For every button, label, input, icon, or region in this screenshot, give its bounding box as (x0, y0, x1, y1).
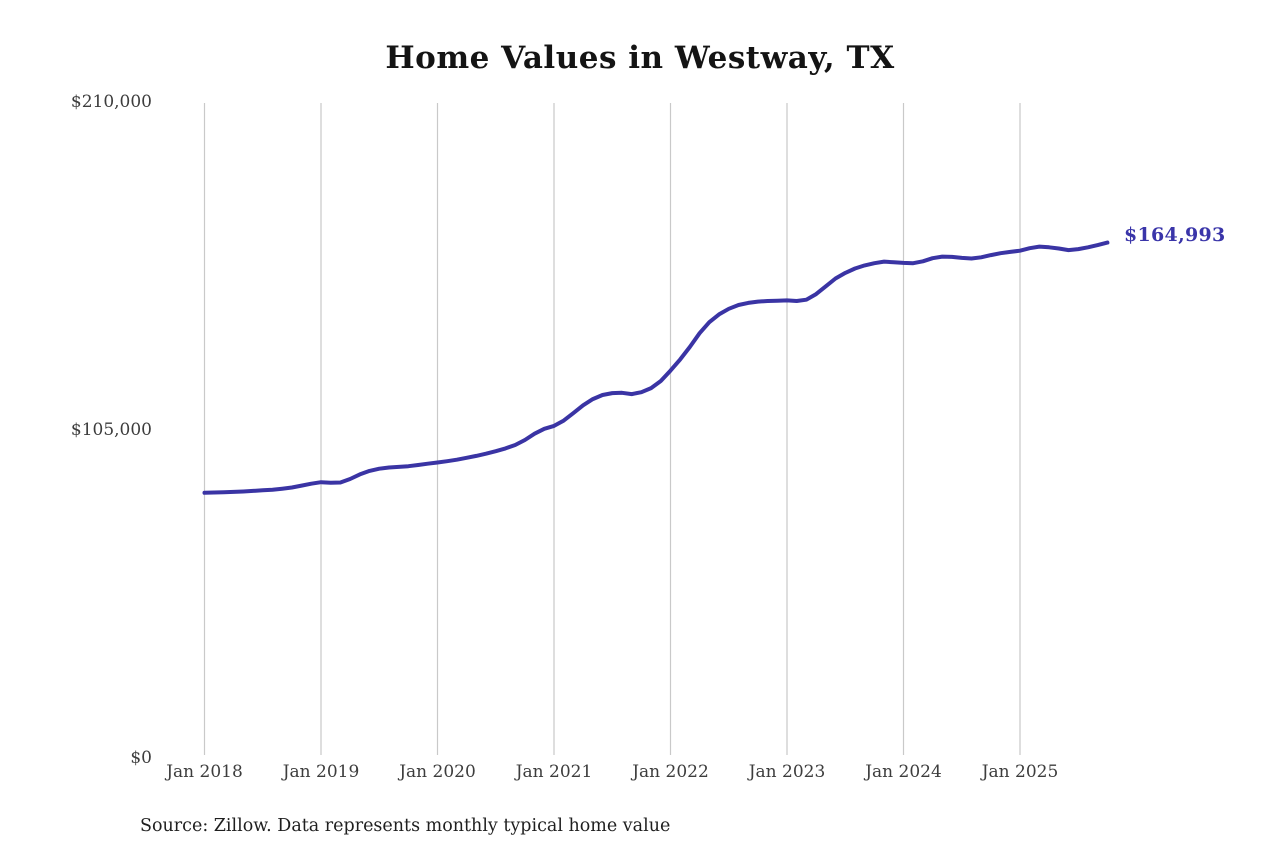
x-axis-tick-jan-2019: Jan 2019 (282, 762, 360, 782)
x-axis-tick-jan-2018: Jan 2018 (166, 762, 243, 782)
y-axis-tick-0: $0 (130, 748, 152, 768)
y-axis-tick-105000: $105,000 (70, 420, 152, 440)
x-axis-tick-jan-2023: Jan 2023 (748, 762, 826, 782)
x-axis-tick-jan-2020: Jan 2020 (399, 762, 476, 782)
vertical-gridlines (203, 103, 1021, 755)
source-note: Source: Zillow. Data represents monthly … (140, 816, 671, 836)
latest-value-annotation: $164,993 (1124, 224, 1226, 246)
x-axis-tick-jan-2021: Jan 2021 (515, 762, 593, 782)
chart-title: Home Values in Westway, TX (385, 40, 895, 76)
y-axis-tick-210000: $210,000 (70, 92, 152, 112)
home-value-line (202, 240, 1110, 495)
x-axis-tick-jan-2022: Jan 2022 (632, 762, 709, 782)
x-axis-tick-jan-2025: Jan 2025 (981, 762, 1059, 782)
x-axis-tick-jan-2024: Jan 2024 (865, 762, 942, 782)
